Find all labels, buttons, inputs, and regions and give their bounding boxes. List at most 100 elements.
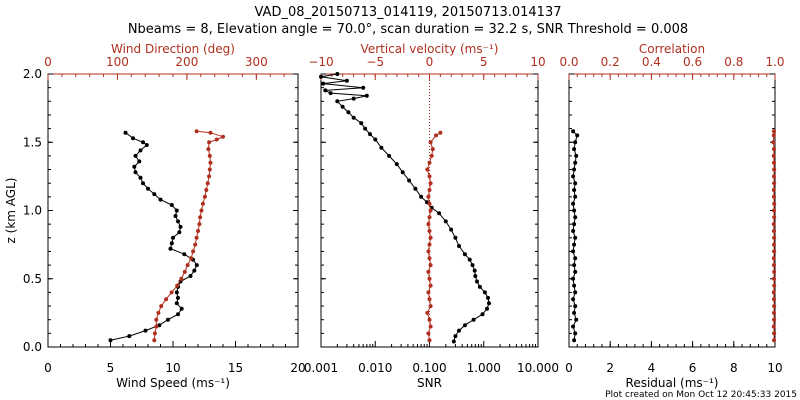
- data-point: [573, 290, 578, 295]
- data-point: [152, 192, 157, 197]
- data-point: [133, 170, 138, 175]
- data-point: [438, 130, 443, 135]
- top-axis-label: Correlation: [639, 42, 705, 56]
- y-tick-label: 1.5: [23, 135, 42, 149]
- data-point: [427, 338, 432, 343]
- data-point: [571, 249, 576, 254]
- data-point: [169, 290, 174, 295]
- data-point: [471, 317, 476, 322]
- data-point: [772, 215, 777, 220]
- data-point: [152, 338, 157, 343]
- data-point: [573, 304, 578, 309]
- chart-title-line1: VAD_08_20150713_014119, 20150713.014137: [255, 5, 562, 20]
- data-point: [572, 242, 577, 247]
- data-point: [154, 317, 159, 322]
- data-point: [191, 249, 196, 254]
- data-point: [451, 339, 456, 344]
- x-tick-label: 0: [565, 361, 573, 375]
- data-point: [196, 229, 200, 233]
- data-point: [427, 242, 432, 247]
- data-point: [141, 140, 145, 145]
- data-point: [771, 290, 776, 295]
- data-point: [323, 88, 328, 93]
- top-tick-label: −5: [366, 55, 384, 69]
- data-point: [771, 140, 776, 145]
- data-point: [373, 137, 378, 142]
- data-point: [772, 174, 776, 179]
- data-point: [428, 304, 433, 309]
- data-point: [426, 331, 431, 336]
- data-point: [572, 167, 577, 172]
- data-point: [176, 312, 180, 317]
- top-tick-label: 0.0: [559, 55, 578, 69]
- data-point: [221, 134, 225, 139]
- data-point: [207, 174, 212, 179]
- top-axis-label: Wind Direction (deg): [111, 42, 235, 56]
- data-point: [207, 140, 212, 145]
- data-point: [178, 224, 183, 229]
- data-point: [482, 290, 487, 295]
- top-tick-label: 100: [106, 55, 129, 69]
- x-tick-label: 0.001: [304, 361, 338, 375]
- data-point: [108, 338, 113, 343]
- data-point: [427, 201, 432, 206]
- x-tick-label: 10.000: [517, 361, 559, 375]
- series-bottom: [571, 129, 580, 343]
- data-point: [429, 153, 434, 158]
- data-point: [176, 219, 180, 224]
- data-point: [573, 331, 578, 336]
- data-point: [387, 153, 392, 158]
- series-bottom: [319, 72, 491, 344]
- data-point: [574, 153, 579, 158]
- data-point: [123, 130, 128, 135]
- y-axis-label: z (km AGL): [4, 178, 18, 244]
- data-point: [159, 304, 164, 309]
- data-point: [772, 235, 777, 240]
- data-point: [571, 297, 576, 302]
- data-point: [427, 174, 432, 179]
- data-point: [427, 188, 432, 192]
- data-point: [480, 312, 485, 317]
- data-point: [413, 186, 418, 191]
- data-point: [202, 194, 207, 199]
- data-point: [351, 115, 356, 120]
- data-point: [572, 263, 577, 268]
- data-point: [194, 129, 199, 134]
- data-point: [428, 181, 433, 186]
- data-point: [575, 133, 580, 138]
- x-tick-label: 0: [44, 361, 52, 375]
- x-tick-label: 2: [606, 361, 614, 375]
- x-axis-label: Wind Speed (ms⁻¹): [116, 376, 230, 390]
- x-tick-label: 10: [767, 361, 782, 375]
- data-point: [157, 323, 162, 328]
- series-bottom: [108, 130, 199, 343]
- data-point: [772, 242, 776, 247]
- top-tick-label: 300: [245, 55, 268, 69]
- data-point: [179, 276, 184, 281]
- data-point: [572, 147, 577, 152]
- x-tick-label: 1.000: [467, 361, 501, 375]
- data-point: [340, 104, 345, 109]
- data-point: [573, 181, 578, 186]
- data-point: [771, 324, 776, 329]
- data-point: [182, 252, 187, 257]
- data-point: [571, 129, 576, 134]
- data-point: [453, 235, 458, 240]
- data-point: [335, 72, 340, 76]
- data-point: [771, 256, 776, 261]
- data-point: [208, 130, 213, 135]
- top-tick-label: 0.2: [601, 55, 620, 69]
- x-tick-label: 5: [107, 361, 115, 375]
- data-point: [772, 310, 776, 315]
- y-tick-label: 1.0: [23, 204, 42, 218]
- data-point: [457, 244, 461, 248]
- top-tick-label: 0.6: [683, 55, 702, 69]
- data-point: [205, 181, 210, 186]
- data-point: [206, 147, 211, 152]
- x-tick-label: 0.100: [412, 361, 446, 375]
- data-point: [379, 145, 384, 150]
- data-point: [772, 331, 777, 336]
- data-point: [182, 269, 187, 274]
- data-point: [572, 208, 577, 213]
